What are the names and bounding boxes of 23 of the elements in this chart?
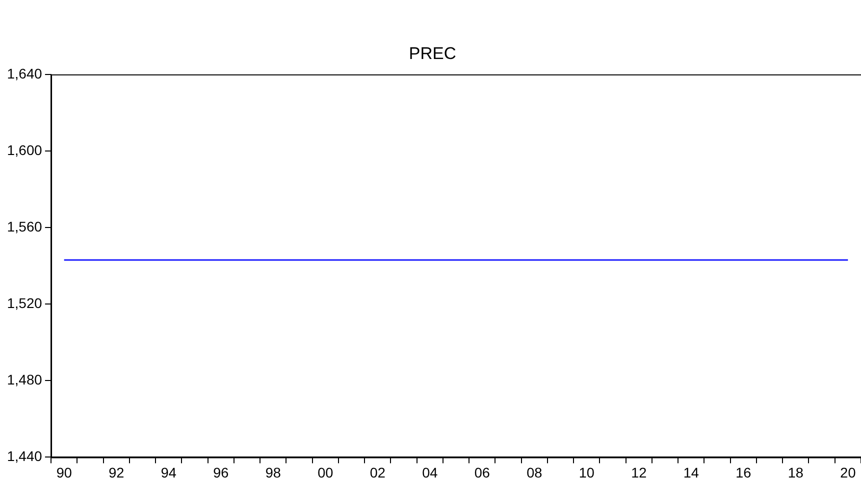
x-tick-label: 02 (370, 464, 386, 480)
x-tick-label: 08 (526, 464, 542, 480)
x-tick-label: 94 (160, 464, 177, 480)
x-tick-label: 90 (56, 464, 72, 480)
x-tick-label: 20 (840, 464, 856, 480)
x-tick-label: 10 (578, 464, 595, 480)
x-tick-label: 16 (736, 464, 752, 480)
x-tick-label: 12 (631, 464, 647, 480)
y-tick-label: 1,520 (6, 294, 42, 311)
x-tick-label: 96 (213, 464, 229, 480)
x-tick-label: 92 (108, 464, 124, 480)
y-tick-label: 1,560 (6, 218, 42, 234)
y-tick-label: 1,600 (6, 142, 42, 158)
chart-title: PREC (408, 44, 456, 63)
y-tick-label: 1,640 (6, 65, 42, 82)
y-tick-label: 1,440 (6, 448, 42, 464)
x-tick-label: 98 (265, 464, 282, 480)
y-tick-label: 1,480 (6, 372, 42, 388)
x-tick-label: 14 (683, 464, 700, 480)
x-tick-label: 18 (788, 464, 804, 480)
x-tick-label: 04 (422, 464, 438, 480)
x-tick-label: 06 (474, 464, 490, 480)
x-tick-label: 00 (318, 464, 334, 480)
